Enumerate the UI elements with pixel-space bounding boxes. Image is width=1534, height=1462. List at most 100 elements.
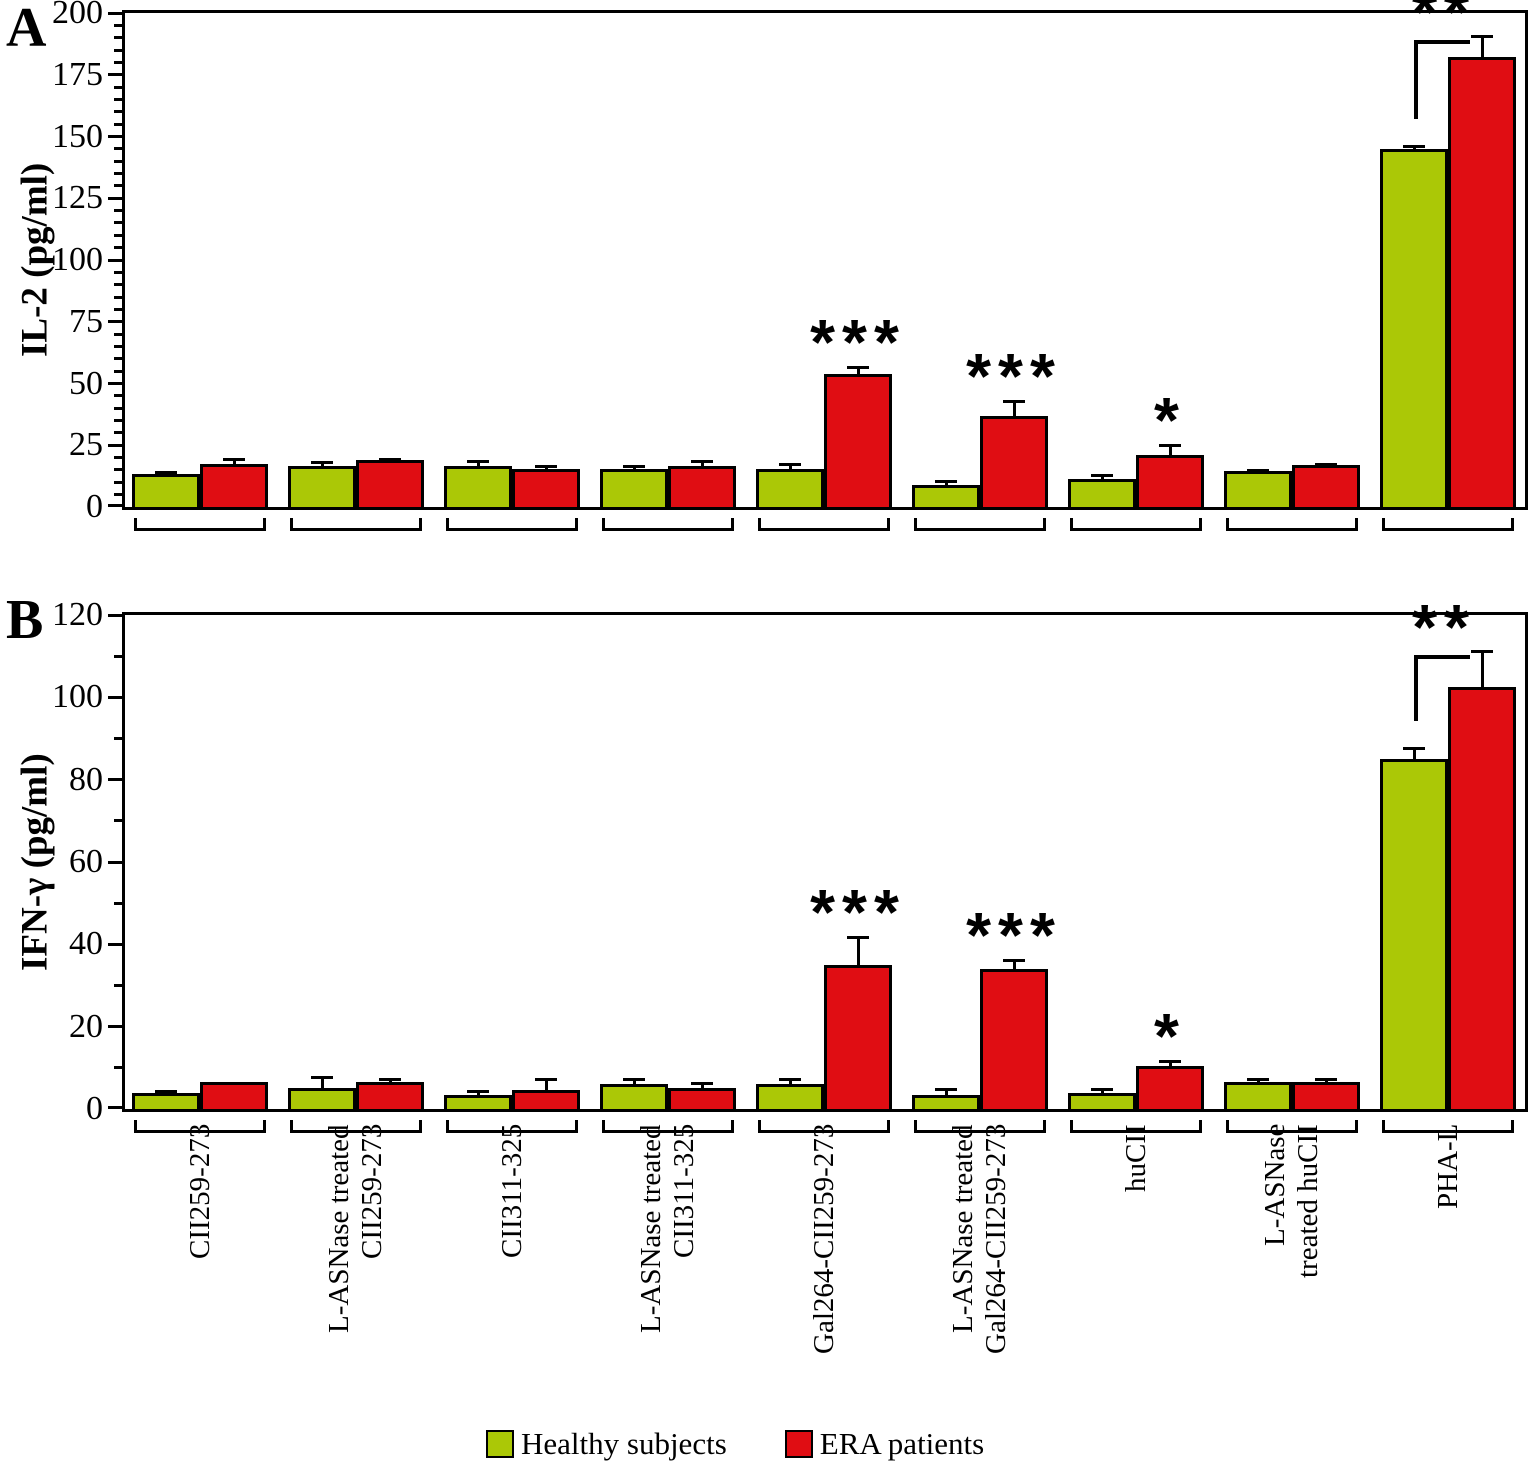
group-bracket-B-3 [602, 1120, 734, 1133]
bar-healthy-A-0 [132, 473, 200, 507]
y-minor-tick-A-195 [114, 23, 122, 27]
significance-stars-A-4: *** [810, 306, 906, 379]
y-minor-tick-A-160 [114, 110, 122, 114]
y-tick-label-A-150: 150 [52, 117, 103, 155]
panel-letter-B: B [6, 589, 44, 651]
error-bar-cap-era-A-4 [847, 366, 869, 370]
error-bar-stem-era-A-4 [856, 366, 860, 374]
error-bar-cap-era-A-8 [1471, 35, 1493, 39]
y-minor-tick-A-105 [114, 246, 122, 250]
error-bar-cap-healthy-A-7 [1247, 468, 1269, 472]
error-bar-cap-era-A-7 [1315, 462, 1337, 466]
group-bracket-B-7 [1226, 1120, 1358, 1133]
y-major-tick-A-175 [108, 73, 122, 77]
error-bar-cap-era-B-3 [691, 1082, 713, 1086]
error-bar-cap-era-A-6 [1159, 444, 1181, 448]
bar-healthy-B-8 [1380, 759, 1448, 1109]
error-bar-stem-healthy-B-1 [320, 1076, 324, 1089]
error-bar-cap-healthy-B-4 [779, 1078, 801, 1082]
group-bracket-A-7 [1226, 518, 1358, 531]
error-bar-cap-healthy-A-3 [623, 465, 645, 469]
error-bar-stem-era-B-2 [544, 1078, 548, 1091]
panel-B-plot-area: 0 20 40 60 80 100 120 *** *** * ** [52, 595, 1528, 1127]
error-bar-cap-healthy-B-7 [1247, 1078, 1269, 1082]
bar-era-B-1 [356, 1082, 424, 1109]
bar-healthy-B-0 [132, 1092, 200, 1109]
bar-healthy-A-6 [1068, 478, 1136, 507]
error-bar-cap-era-B-8 [1471, 650, 1493, 653]
y-major-tick-B-100 [108, 695, 122, 699]
error-bar-cap-healthy-A-4 [779, 462, 801, 466]
y-minor-tick-A-170 [114, 85, 122, 89]
error-bar-stem-era-A-5 [1012, 399, 1016, 416]
error-bar-cap-era-A-0 [223, 457, 245, 461]
y-minor-tick-A-35 [114, 419, 122, 423]
y-minor-tick-A-155 [114, 122, 122, 126]
group-bracket-B-6 [1070, 1120, 1202, 1133]
error-bar-cap-era-A-3 [691, 460, 713, 464]
bar-era-B-2 [512, 1090, 580, 1109]
y-major-tick-A-100 [108, 258, 122, 262]
error-bar-cap-era-A-2 [535, 465, 557, 469]
error-bar-stem-era-A-0 [232, 457, 236, 464]
error-bar-stem-healthy-B-3 [632, 1078, 636, 1085]
y-minor-tick-B-70 [114, 819, 122, 823]
y-minor-tick-A-40 [114, 406, 122, 410]
y-tick-label-B-60: 60 [69, 843, 103, 880]
bar-healthy-A-4 [756, 468, 824, 507]
x-label-0: CII259-273 [183, 1124, 216, 1260]
y-minor-tick-B-50 [114, 901, 122, 905]
group-bracket-A-6 [1070, 518, 1202, 531]
error-bar-cap-healthy-A-1 [311, 461, 333, 465]
x-label-3: L-ASNase treated CII311-325 [635, 1124, 700, 1333]
y-minor-tick-A-110 [114, 233, 122, 237]
error-bar-cap-healthy-B-1 [311, 1076, 333, 1080]
error-bar-cap-era-B-1 [379, 1078, 401, 1082]
y-minor-tick-A-135 [114, 172, 122, 176]
group-bracket-A-1 [290, 518, 422, 531]
y-major-tick-B-60 [108, 860, 122, 864]
y-major-tick-B-40 [108, 942, 122, 946]
error-bar-cap-era-B-7 [1315, 1078, 1337, 1082]
significance-stars-A-6: * [1154, 384, 1186, 456]
y-tick-label-B-100: 100 [52, 678, 103, 716]
bar-era-A-6 [1136, 455, 1204, 507]
bar-era-A-7 [1292, 465, 1360, 507]
error-bar-cap-era-B-2 [535, 1078, 557, 1082]
significance-stars-A-8: ** [1412, 0, 1476, 49]
bar-healthy-B-1 [288, 1088, 356, 1109]
error-bar-stem-era-B-8 [1480, 650, 1484, 688]
error-bar-stem-healthy-B-5 [944, 1088, 948, 1095]
bar-healthy-B-2 [444, 1094, 512, 1109]
error-bar-cap-healthy-A-5 [935, 479, 957, 483]
y-minor-tick-A-90 [114, 283, 122, 287]
bar-era-B-3 [668, 1088, 736, 1109]
bar-era-B-7 [1292, 1082, 1360, 1109]
error-bar-stem-era-B-4 [856, 936, 860, 965]
y-minor-tick-A-115 [114, 221, 122, 225]
y-major-tick-B-20 [108, 1025, 122, 1029]
y-minor-tick-A-130 [114, 184, 122, 188]
error-bar-cap-healthy-A-2 [467, 460, 489, 464]
bar-healthy-A-5 [912, 484, 980, 507]
legend-label-era: ERA patients [819, 1426, 985, 1461]
bar-healthy-B-3 [600, 1084, 668, 1109]
error-bar-cap-healthy-A-8 [1403, 145, 1425, 149]
error-bar-stem-era-B-3 [700, 1082, 704, 1089]
y-minor-tick-A-95 [114, 270, 122, 274]
y-tick-label-B-120: 120 [52, 596, 103, 633]
legend-label-healthy: Healthy subjects [521, 1426, 727, 1461]
y-minor-tick-B-90 [114, 737, 122, 740]
y-minor-tick-A-190 [114, 36, 122, 40]
y-minor-tick-A-55 [114, 369, 122, 373]
group-bracket-A-3 [602, 518, 734, 531]
y-major-tick-A-75 [108, 320, 122, 324]
error-bar-stem-healthy-A-2 [476, 460, 480, 467]
error-bar-stem-era-A-8 [1480, 35, 1484, 58]
bar-era-A-2 [512, 468, 580, 507]
legend-item-healthy: Healthy subjects [486, 1426, 727, 1462]
y-minor-tick-A-60 [114, 357, 122, 361]
error-bar-cap-healthy-B-0 [155, 1090, 177, 1094]
bar-healthy-A-7 [1224, 471, 1292, 507]
